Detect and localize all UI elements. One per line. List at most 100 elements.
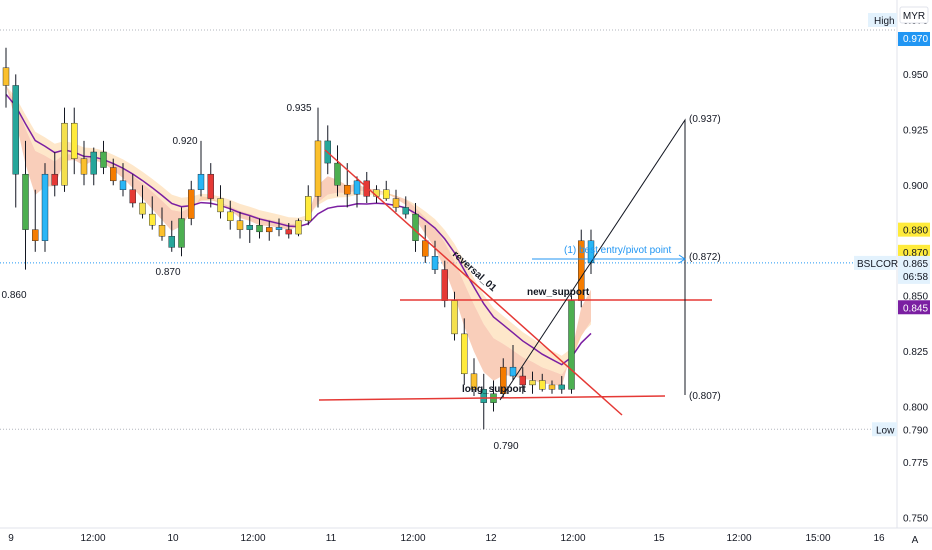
candle-33 [314, 107, 322, 208]
ma-price-tag: 0.845 [903, 303, 928, 314]
candle-body [119, 180, 127, 190]
candle-25 [236, 211, 244, 239]
candle-body [529, 380, 536, 386]
candle-body [158, 224, 166, 237]
candle-body [451, 300, 458, 335]
candle-52 [500, 358, 507, 399]
candle-10 [90, 147, 97, 186]
candle-body [480, 389, 487, 403]
candle-body [100, 151, 107, 168]
candle-body [353, 180, 361, 195]
candle-body [236, 220, 244, 230]
candle-body [80, 158, 88, 175]
candle-body [22, 173, 29, 230]
high-price-tag-bg [898, 32, 930, 46]
candle-57 [548, 380, 556, 394]
low-tag-label: Low [876, 425, 895, 436]
peak-price-label: 0.920 [172, 136, 197, 147]
candle-body [139, 202, 146, 215]
candle-26 [246, 216, 253, 243]
candle-body [227, 211, 234, 221]
last-price-tag: 0.865 [903, 259, 928, 270]
auto-scale-button[interactable]: A [905, 530, 925, 548]
candle-body [392, 198, 400, 208]
time-tick-2: 12:00 [80, 533, 105, 544]
projection-entry-label: (0.872) [689, 252, 721, 263]
price-projection-lines[interactable] [499, 118, 686, 401]
candle-body [441, 269, 448, 301]
high-tag-label: High [874, 16, 895, 27]
candle-53 [509, 344, 517, 381]
time-tick-3: 10 [167, 533, 179, 544]
new-support-label: new_support [527, 287, 590, 298]
time-tick-7: 12 [485, 533, 497, 544]
candle-49 [470, 358, 478, 396]
peak-price-label: 0.790 [493, 441, 518, 452]
low-tag-bg [872, 422, 897, 437]
candle-body [519, 375, 526, 386]
candle-body [41, 173, 49, 241]
candle-18 [168, 220, 175, 252]
candle-body [207, 173, 214, 199]
candle-body [548, 384, 556, 390]
ma-price-tag-bg [898, 300, 930, 315]
candle-body [2, 67, 10, 86]
candle-9 [80, 140, 88, 186]
time-tick-10: 12:00 [726, 533, 751, 544]
candle-7 [61, 107, 68, 192]
candle-body [314, 140, 322, 197]
candle-20 [188, 180, 195, 226]
candle-56 [539, 373, 546, 392]
candle-31 [295, 218, 302, 237]
time-tick-1: 9 [8, 533, 14, 544]
candle-58 [558, 376, 565, 394]
entry-label: (1) best entry/pivot point [564, 245, 671, 256]
yellow-price-tag-bg [898, 222, 930, 237]
candle-54 [519, 367, 526, 394]
candle-body [383, 189, 390, 199]
dotted-guide-lines [0, 29, 897, 430]
projection-low-label: (0.807) [689, 391, 721, 402]
candle-50 [480, 373, 487, 430]
candle-body [500, 366, 507, 394]
reversal-trend-line[interactable] [324, 149, 623, 416]
candle-59 [568, 296, 575, 394]
candle-body [217, 198, 224, 213]
candle-37 [353, 176, 361, 208]
candle-body [266, 227, 273, 233]
candle-8 [71, 107, 78, 175]
auto-scale-label: A [912, 535, 919, 546]
candle-body [344, 185, 351, 195]
peak-price-label: 0.860 [1, 290, 26, 301]
candle-body [90, 151, 97, 175]
candle-29 [275, 218, 283, 237]
candle-body [51, 173, 58, 186]
candle-27 [256, 218, 263, 239]
candle-body [12, 85, 19, 175]
candle-body [412, 213, 419, 241]
candle-40 [383, 180, 390, 201]
price-axis[interactable]: 0.950 0.925 0.900 0.850 0.825 0.800 0.775 0.750… [854, 13, 930, 525]
high-tag-bg [868, 13, 897, 27]
candle-body [178, 218, 185, 248]
candle-body [568, 300, 575, 390]
time-tick-9: 15 [653, 533, 665, 544]
candle-body [129, 189, 136, 204]
price-tick-0.900: 0.900 [903, 181, 928, 192]
candle-4 [32, 189, 39, 252]
price-tick-0.750: 0.750 [903, 514, 928, 525]
currency-text: MYR [903, 11, 925, 22]
candle-3 [22, 140, 29, 270]
price-tick-0.950: 0.950 [903, 70, 928, 81]
long-support-line[interactable] [318, 395, 666, 401]
time-axis[interactable]: 9 12:00 10 12:00 11 12:00 12 12:00 15 12:00 15:00 1… [8, 533, 885, 544]
candle-body [295, 220, 302, 235]
time-tick-11: 15:00 [805, 533, 830, 544]
candle-body [256, 224, 263, 233]
high-price-tag: 0.970 [903, 34, 928, 45]
price-tick-0.925: 0.925 [903, 125, 928, 136]
symbol-tag: BSLCORP [857, 259, 905, 270]
candle-body [71, 122, 78, 159]
candle-19 [178, 207, 185, 257]
